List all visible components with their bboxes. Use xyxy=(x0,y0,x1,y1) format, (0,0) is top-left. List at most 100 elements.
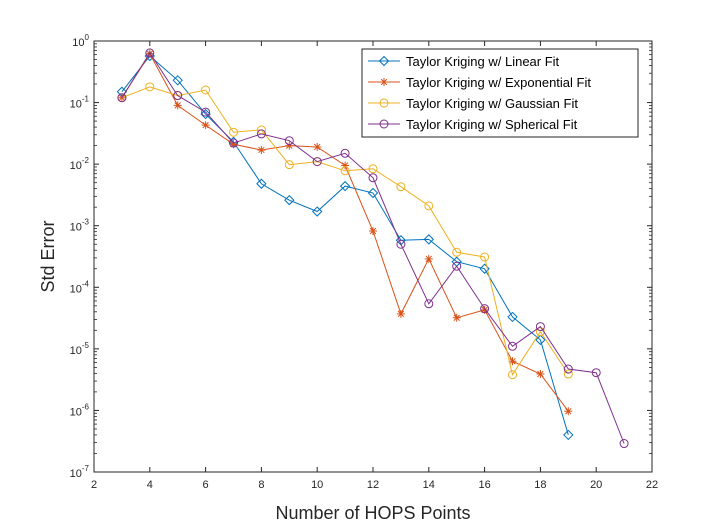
y-tick-label: 10-7 xyxy=(70,464,90,480)
data-point-diamond xyxy=(200,108,211,120)
data-point-diamond xyxy=(563,429,574,441)
series-4 xyxy=(117,48,629,449)
data-point-circle xyxy=(452,261,462,271)
x-tick-label: 4 xyxy=(147,479,153,491)
data-point-asterisk xyxy=(452,313,461,322)
data-point-asterisk xyxy=(536,370,545,379)
data-point-circle xyxy=(535,322,545,332)
y-tick-label: 10-5 xyxy=(70,341,90,357)
data-point-asterisk xyxy=(229,140,238,149)
data-point-circle xyxy=(201,85,211,95)
data-point-asterisk xyxy=(201,121,210,130)
x-tick-label: 20 xyxy=(590,479,602,491)
legend-label: Taylor Kriging w/ Linear Fit xyxy=(406,54,560,69)
data-point-asterisk xyxy=(173,101,182,110)
x-tick-label: 10 xyxy=(311,479,323,491)
data-point-asterisk xyxy=(480,305,489,314)
data-point-circle xyxy=(396,239,406,249)
series-layer xyxy=(116,48,629,449)
y-axis-label: Std Error xyxy=(38,220,58,292)
data-point-circle xyxy=(424,201,434,211)
series-line xyxy=(121,86,569,376)
data-point-diamond xyxy=(144,50,156,62)
y-tick-label: 10-1 xyxy=(70,95,90,111)
data-point-asterisk xyxy=(508,357,517,366)
series-3 xyxy=(117,82,573,380)
y-tick-label: 10-2 xyxy=(70,156,90,172)
data-point-circle xyxy=(368,164,378,174)
data-point-diamond xyxy=(535,334,546,346)
data-point-asterisk xyxy=(285,141,294,150)
data-point-circle xyxy=(480,304,490,314)
data-point-asterisk xyxy=(341,161,350,170)
legend-item: Taylor Kriging w/ Linear Fit xyxy=(368,54,560,69)
data-point-asterisk xyxy=(424,254,433,263)
data-point-diamond xyxy=(284,194,295,206)
data-point-diamond xyxy=(507,311,518,323)
data-point-circle xyxy=(173,91,183,101)
x-tick-label: 6 xyxy=(203,479,209,491)
data-point-diamond xyxy=(423,234,435,245)
legend-item: Taylor Kriging w/ Exponential Fit xyxy=(368,75,591,90)
y-tick-label: 10-6 xyxy=(70,402,90,418)
data-point-circle xyxy=(424,299,434,309)
data-point-circle xyxy=(117,93,127,103)
series-line xyxy=(121,55,569,436)
series-line xyxy=(121,51,625,444)
legend-box xyxy=(361,48,639,138)
data-point-circle xyxy=(508,341,517,351)
data-point-diamond xyxy=(339,180,351,192)
x-tick-label: 12 xyxy=(367,479,379,491)
data-point-circle xyxy=(563,369,573,379)
x-tick-label: 22 xyxy=(646,479,658,491)
y-tick-label: 10-4 xyxy=(70,279,90,295)
data-point-circle xyxy=(284,136,294,146)
data-point-circle xyxy=(229,127,238,137)
data-point-diamond xyxy=(172,75,183,86)
data-point-circle xyxy=(619,439,629,449)
data-point-circle xyxy=(508,370,517,380)
data-point-circle xyxy=(229,138,238,148)
data-point-circle xyxy=(340,148,350,158)
data-point-circle xyxy=(340,166,350,176)
data-point-asterisk xyxy=(369,227,377,236)
legend-label: Taylor Kriging w/ Gaussian Fit xyxy=(406,96,578,111)
series-2 xyxy=(117,49,573,416)
legend-label: Taylor Kriging w/ Exponential Fit xyxy=(406,75,591,90)
legend-item: Taylor Kriging w/ Spherical Fit xyxy=(368,117,578,132)
data-point-circle xyxy=(535,327,545,337)
data-point-circle xyxy=(480,252,490,262)
data-point-asterisk xyxy=(257,145,266,154)
data-point-asterisk xyxy=(564,407,573,416)
data-point-circle xyxy=(145,48,155,58)
data-point-diamond xyxy=(479,263,490,274)
data-point-diamond xyxy=(311,206,323,217)
legend-label: Taylor Kriging w/ Spherical Fit xyxy=(406,117,578,132)
data-point-circle xyxy=(396,182,406,192)
data-point-asterisk xyxy=(380,78,388,86)
x-tick-label: 18 xyxy=(534,479,546,491)
data-point-diamond xyxy=(256,178,267,189)
x-tick-label: 8 xyxy=(258,479,264,491)
data-point-diamond xyxy=(378,55,390,67)
data-point-diamond xyxy=(367,187,379,199)
legend-item: Taylor Kriging w/ Gaussian Fit xyxy=(368,96,578,111)
x-tick-label: 14 xyxy=(423,479,435,491)
y-tick-label: 100 xyxy=(72,33,89,49)
data-point-circle xyxy=(312,157,322,167)
x-tick-label: 2 xyxy=(91,479,97,491)
y-tick-label: 10-3 xyxy=(70,218,90,234)
axes-layer: 2 4 6 8 10 12 14 16 18 20 22 10-7 10-6 10-5 10-4 10-3 10… xyxy=(70,33,659,491)
data-point-circle xyxy=(591,368,601,378)
data-point-circle xyxy=(379,119,389,129)
data-point-circle xyxy=(563,364,573,374)
data-point-circle xyxy=(256,129,266,139)
data-point-circle xyxy=(201,107,211,117)
data-point-circle xyxy=(145,82,155,92)
data-point-asterisk xyxy=(396,309,405,318)
legend: Taylor Kriging w/ Linear Fit Taylor Krigi… xyxy=(361,48,639,138)
x-tick-label: 16 xyxy=(478,479,490,491)
data-point-circle xyxy=(379,98,389,108)
data-point-asterisk xyxy=(313,142,322,151)
